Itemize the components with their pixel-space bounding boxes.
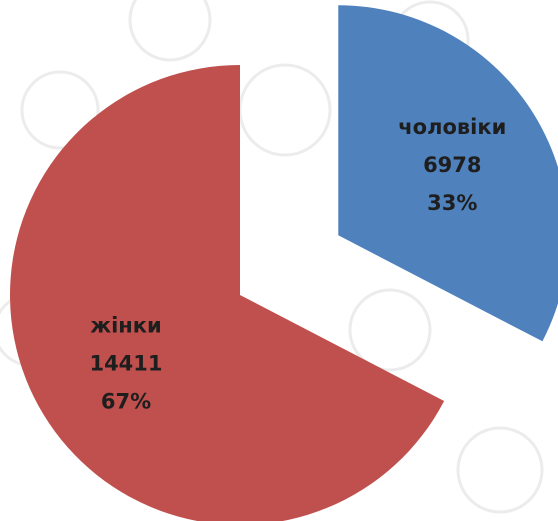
slice-value-label: 6978 xyxy=(423,153,481,177)
slice-category-label: жінки xyxy=(90,313,162,337)
pie-slice xyxy=(10,65,445,521)
slice-percent-label: 33% xyxy=(427,191,477,215)
slice-value-label: 14411 xyxy=(89,351,162,375)
pie-slice xyxy=(338,5,558,342)
slice-percent-label: 67% xyxy=(101,389,151,413)
slice-category-label: чоловіки xyxy=(398,115,506,139)
